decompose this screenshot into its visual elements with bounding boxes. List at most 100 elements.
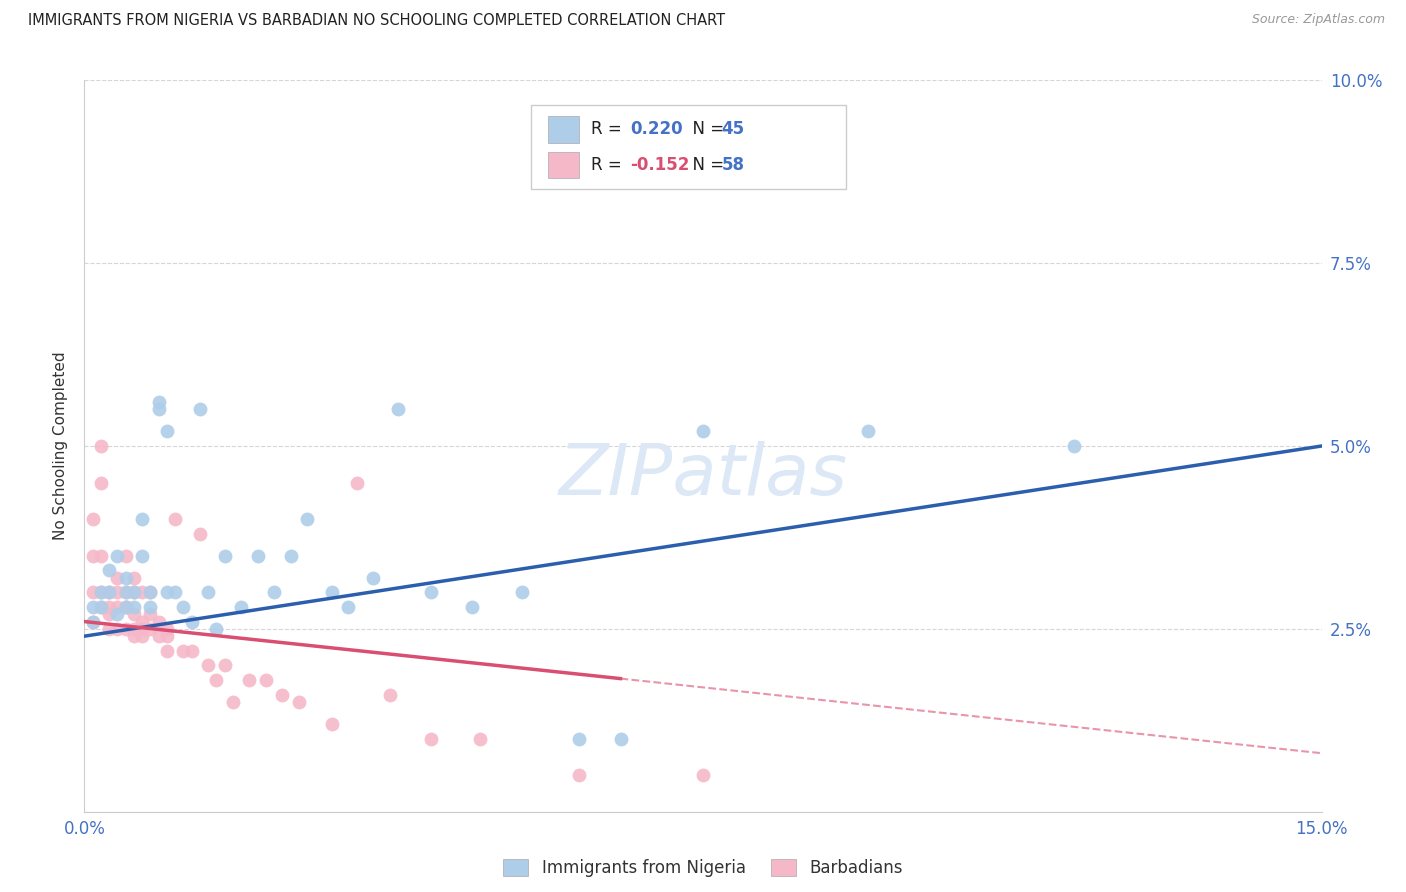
Point [188, 402, 211, 417]
Point [131, 585, 153, 599]
Point [238, 673, 260, 687]
Point [288, 695, 311, 709]
Point [148, 395, 170, 409]
Point [609, 731, 631, 746]
Point [114, 599, 136, 614]
Text: -0.152: -0.152 [630, 156, 689, 174]
Point [139, 622, 162, 636]
Point [337, 599, 360, 614]
Point [321, 585, 343, 599]
Text: 0.220: 0.220 [630, 120, 682, 138]
Point [346, 475, 368, 490]
Point [165, 585, 187, 599]
Point [139, 585, 162, 599]
Point [180, 644, 202, 658]
Text: IMMIGRANTS FROM NIGERIA VS BARBADIAN NO SCHOOLING COMPLETED CORRELATION CHART: IMMIGRANTS FROM NIGERIA VS BARBADIAN NO … [28, 13, 725, 29]
Point [139, 599, 162, 614]
Point [419, 585, 441, 599]
Text: R =: R = [591, 120, 627, 138]
Text: N =: N = [682, 156, 730, 174]
Point [105, 571, 128, 585]
Point [321, 717, 343, 731]
Point [114, 585, 136, 599]
Point [82, 615, 104, 629]
Point [139, 607, 162, 622]
Point [387, 402, 409, 417]
Text: ZIPatlas: ZIPatlas [558, 441, 848, 509]
Point [90, 599, 112, 614]
Point [1063, 439, 1085, 453]
Point [165, 512, 187, 526]
Point [156, 629, 179, 643]
Point [122, 571, 145, 585]
Point [197, 585, 219, 599]
Y-axis label: No Schooling Completed: No Schooling Completed [53, 351, 69, 541]
Point [82, 512, 104, 526]
Text: R =: R = [591, 156, 627, 174]
Point [131, 629, 153, 643]
Point [122, 585, 145, 599]
Point [139, 585, 162, 599]
Point [568, 768, 591, 782]
Point [122, 599, 145, 614]
Point [461, 599, 484, 614]
Point [254, 673, 277, 687]
Point [90, 475, 112, 490]
Point [131, 615, 153, 629]
Point [214, 658, 236, 673]
Point [172, 644, 194, 658]
Point [156, 585, 179, 599]
Point [114, 585, 136, 599]
Point [214, 549, 236, 563]
Point [122, 629, 145, 643]
Point [105, 607, 128, 622]
Point [131, 549, 153, 563]
Point [131, 622, 153, 636]
Point [98, 607, 121, 622]
Point [105, 549, 128, 563]
Point [82, 549, 104, 563]
Point [90, 439, 112, 453]
Text: Source: ZipAtlas.com: Source: ZipAtlas.com [1251, 13, 1385, 27]
Point [105, 622, 128, 636]
Point [122, 585, 145, 599]
Text: 58: 58 [721, 156, 744, 174]
Point [114, 599, 136, 614]
Point [229, 599, 252, 614]
Point [568, 731, 591, 746]
Point [156, 425, 179, 439]
Point [295, 512, 318, 526]
Point [148, 402, 170, 417]
Point [361, 571, 384, 585]
Point [180, 615, 202, 629]
Point [205, 622, 228, 636]
Point [98, 622, 121, 636]
Point [470, 731, 492, 746]
Point [856, 425, 879, 439]
Point [131, 512, 153, 526]
Point [90, 585, 112, 599]
Point [122, 622, 145, 636]
Point [222, 695, 245, 709]
Point [188, 526, 211, 541]
Point [692, 768, 714, 782]
Point [98, 585, 121, 599]
Point [105, 599, 128, 614]
Point [148, 629, 170, 643]
Point [197, 658, 219, 673]
Point [419, 731, 441, 746]
Point [263, 585, 285, 599]
Point [82, 585, 104, 599]
Point [105, 585, 128, 599]
Point [98, 599, 121, 614]
Point [98, 563, 121, 577]
Legend: Immigrants from Nigeria, Barbadians: Immigrants from Nigeria, Barbadians [496, 853, 910, 884]
Point [82, 615, 104, 629]
Text: 45: 45 [721, 120, 744, 138]
Point [98, 585, 121, 599]
Point [156, 644, 179, 658]
Point [90, 599, 112, 614]
Point [122, 607, 145, 622]
Point [148, 615, 170, 629]
Point [114, 622, 136, 636]
